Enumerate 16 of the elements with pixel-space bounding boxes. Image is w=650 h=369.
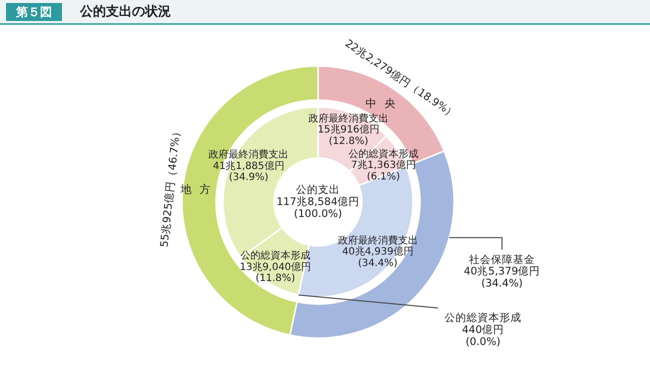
slice-label: 社会保障基金 [469, 252, 535, 266]
slice-label: 公的総資本形成 [348, 148, 418, 160]
slice-label: 政府最終消費支出 [338, 234, 418, 246]
text: 440億円 (0.0%) [462, 324, 504, 348]
data-label: 40兆5,379億円 (34.4%) [464, 264, 540, 290]
data-label: 13兆9,040億円 (11.8%) [240, 260, 312, 284]
chart-title: 公的支出の状況 [79, 4, 171, 20]
slice-label: 政府最終消費支出 [308, 112, 389, 125]
text: 公的支出 117兆8,584億円 (100.0%) [276, 183, 360, 220]
data-label: 15兆916億円 (12.8%) [318, 124, 380, 147]
data-label: 40兆4,939億円 (34.4%) [342, 246, 414, 269]
slice-label: 公的総資本形成 [240, 250, 310, 262]
data-label: 7兆1,363億円 (6.1%) [350, 159, 416, 182]
text: 第５図 [15, 5, 52, 19]
category-label: 公的総資本形成 [444, 312, 522, 324]
slice-label: 中央 [366, 96, 404, 110]
